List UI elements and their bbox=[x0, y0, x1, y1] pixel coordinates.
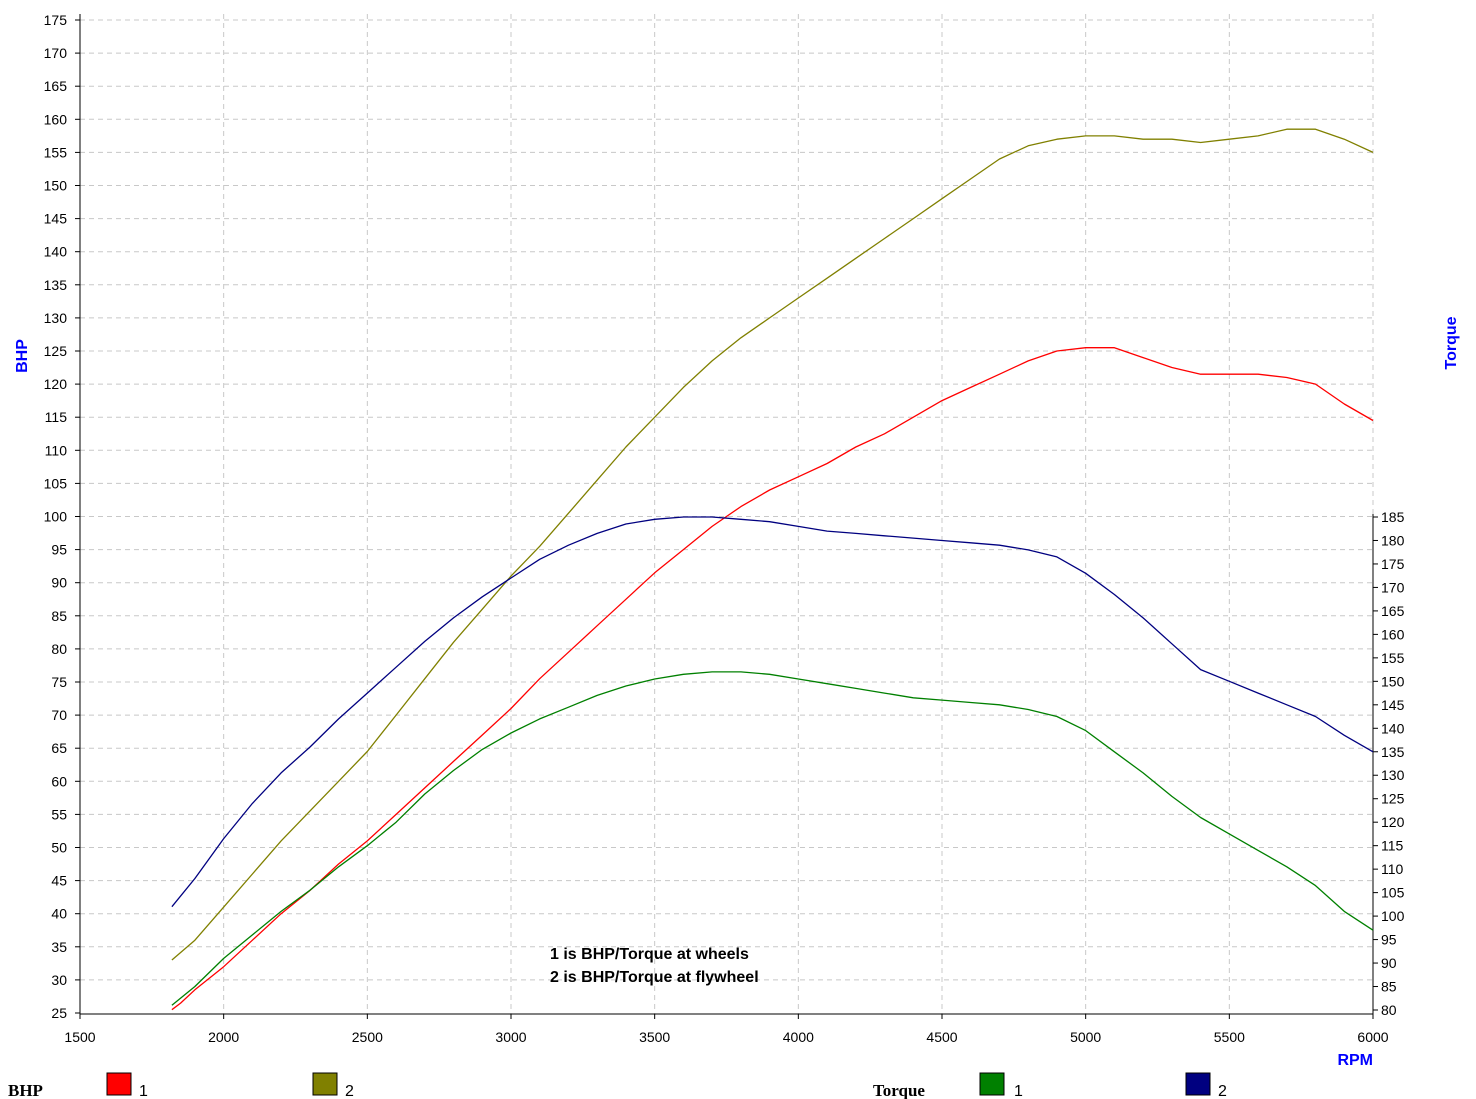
right-tick-label: 115 bbox=[1381, 838, 1404, 854]
right-tick-label: 185 bbox=[1381, 509, 1405, 525]
series-line-bhp-1 bbox=[171, 347, 1374, 1011]
left-tick-label: 120 bbox=[44, 376, 68, 392]
left-tick-label: 150 bbox=[44, 178, 68, 194]
legend-label-torque-2: 2 bbox=[1218, 1083, 1227, 1099]
left-tick-label: 80 bbox=[51, 641, 67, 657]
grid bbox=[80, 14, 1374, 1014]
left-tick-label: 100 bbox=[44, 509, 68, 525]
right-tick-label: 90 bbox=[1381, 955, 1397, 971]
legend-label-bhp-1: 1 bbox=[139, 1083, 148, 1099]
right-tick-label: 160 bbox=[1381, 626, 1405, 642]
legend-swatch-bhp-2 bbox=[312, 1072, 338, 1096]
left-tick-label: 160 bbox=[44, 111, 68, 127]
x-tick-label: 3500 bbox=[639, 1029, 670, 1045]
x-tick-label: 1500 bbox=[64, 1029, 95, 1045]
left-tick-label: 25 bbox=[51, 1005, 67, 1021]
left-axis-title: BHP bbox=[14, 339, 31, 373]
x-tick-label: 5000 bbox=[1070, 1029, 1101, 1045]
x-tick-label: 3000 bbox=[495, 1029, 526, 1045]
left-tick-label: 70 bbox=[51, 707, 67, 723]
left-tick-label: 65 bbox=[51, 740, 67, 756]
right-tick-label: 130 bbox=[1381, 767, 1405, 783]
left-tick-label: 55 bbox=[51, 806, 67, 822]
left-tick-label: 130 bbox=[44, 310, 68, 326]
left-tick-label: 175 bbox=[44, 12, 68, 28]
legend-swatch-bhp-1 bbox=[106, 1072, 132, 1096]
x-tick-label: 4500 bbox=[926, 1029, 957, 1045]
left-tick-label: 50 bbox=[51, 840, 67, 856]
right-tick-label: 80 bbox=[1381, 1002, 1397, 1018]
left-tick-label: 85 bbox=[51, 608, 67, 624]
right-tick-label: 175 bbox=[1381, 556, 1405, 572]
left-tick-label: 95 bbox=[51, 542, 67, 558]
right-tick-label: 105 bbox=[1381, 885, 1405, 901]
series-line-torque-1 bbox=[171, 671, 1374, 1006]
left-tick-label: 155 bbox=[44, 144, 68, 160]
left-tick-label: 40 bbox=[51, 906, 67, 922]
left-tick-label: 170 bbox=[44, 45, 68, 61]
left-tick-label: 135 bbox=[44, 277, 68, 293]
left-tick-label: 140 bbox=[44, 244, 68, 260]
right-tick-label: 140 bbox=[1381, 720, 1405, 736]
series-line-torque-2 bbox=[171, 516, 1374, 908]
x-tick-label: 6000 bbox=[1357, 1029, 1388, 1045]
right-tick-label: 165 bbox=[1381, 603, 1405, 619]
left-tick-label: 145 bbox=[44, 211, 68, 227]
legend-label-bhp-2: 2 bbox=[345, 1083, 354, 1099]
right-tick-label: 180 bbox=[1381, 532, 1405, 548]
x-tick-label: 2500 bbox=[352, 1029, 383, 1045]
left-tick-label: 60 bbox=[51, 773, 67, 789]
x-tick-label: 2000 bbox=[208, 1029, 239, 1045]
right-tick-label: 155 bbox=[1381, 650, 1405, 666]
right-tick-label: 135 bbox=[1381, 744, 1405, 760]
x-tick-label: 4000 bbox=[783, 1029, 814, 1045]
annotation-line-2: 2 is BHP/Torque at flywheel bbox=[550, 969, 759, 986]
left-tick-label: 165 bbox=[44, 78, 68, 94]
legend-swatch-torque-2 bbox=[1185, 1072, 1211, 1096]
legend-title-bhp: BHP bbox=[8, 1081, 43, 1099]
right-tick-label: 150 bbox=[1381, 673, 1405, 689]
legend-label-torque-1: 1 bbox=[1014, 1083, 1023, 1099]
right-tick-label: 100 bbox=[1381, 908, 1405, 924]
right-tick-label: 95 bbox=[1381, 932, 1397, 948]
x-axis-title: RPM bbox=[1337, 1052, 1373, 1069]
right-tick-label: 120 bbox=[1381, 814, 1405, 830]
left-tick-label: 75 bbox=[51, 674, 67, 690]
left-tick-label: 110 bbox=[45, 442, 68, 458]
legend-title-torque: Torque bbox=[873, 1081, 925, 1099]
legend: BHP 1 2 Torque 1 2 bbox=[8, 1072, 1227, 1099]
left-tick-label: 35 bbox=[51, 939, 67, 955]
right-tick-label: 125 bbox=[1381, 791, 1405, 807]
series-lines bbox=[171, 128, 1374, 1011]
legend-swatch-torque-1 bbox=[979, 1072, 1005, 1096]
left-tick-label: 30 bbox=[51, 972, 67, 988]
series-line-bhp-2 bbox=[171, 128, 1374, 961]
right-tick-label: 85 bbox=[1381, 979, 1397, 995]
left-tick-label: 115 bbox=[45, 409, 68, 425]
axes: 1500 2000 2500 3000 3500 4000 4500 5000 5500 6000… bbox=[44, 12, 1405, 1045]
left-tick-label: 90 bbox=[51, 575, 67, 591]
right-tick-label: 110 bbox=[1381, 861, 1404, 877]
left-tick-label: 45 bbox=[51, 873, 67, 889]
right-axis-title: Torque bbox=[1443, 316, 1460, 369]
annotation-line-1: 1 is BHP/Torque at wheels bbox=[550, 946, 749, 963]
left-tick-label: 125 bbox=[44, 343, 68, 359]
right-tick-label: 170 bbox=[1381, 579, 1405, 595]
right-tick-label: 145 bbox=[1381, 697, 1405, 713]
x-tick-label: 5500 bbox=[1214, 1029, 1245, 1045]
left-tick-label: 105 bbox=[44, 475, 68, 491]
